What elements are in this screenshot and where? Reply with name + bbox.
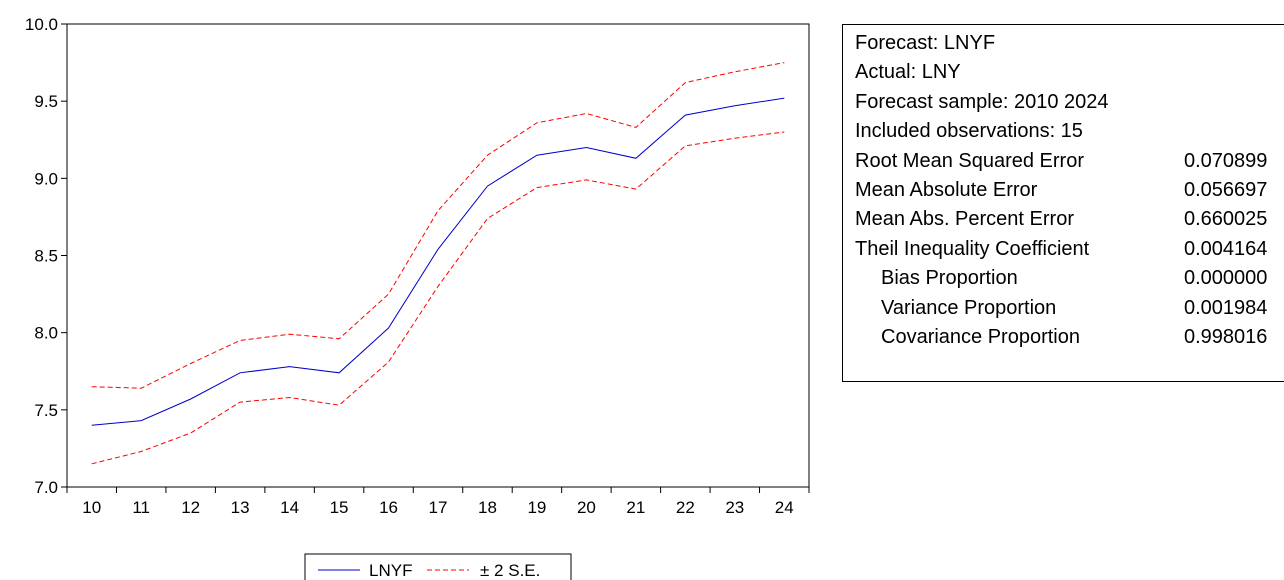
- y-tick-label: 9.0: [34, 169, 58, 188]
- legend-label-lnyf: LNYF: [369, 561, 412, 580]
- legend-label-se: ± 2 S.E.: [480, 561, 540, 580]
- stat-label: Included observations: 15: [855, 120, 1083, 143]
- plot-frame: [66, 23, 810, 488]
- stat-label: Theil Inequality Coefficient: [855, 237, 1090, 260]
- stat-value: 0.056697: [1184, 178, 1268, 201]
- y-tick-label: 9.5: [34, 92, 58, 111]
- legend: LNYF ± 2 S.E.: [304, 553, 572, 580]
- y-tick-label: 8.0: [34, 324, 58, 343]
- x-tick-label: 15: [330, 498, 349, 517]
- forecast-statistics-box: Forecast: LNYF Actual: LNY Forecast sample…: [842, 24, 1284, 382]
- x-tick-label: 11: [132, 498, 150, 517]
- y-tick-label: 7.5: [34, 401, 58, 420]
- x-tick-label: 20: [577, 498, 596, 517]
- x-tick-label: 19: [527, 498, 546, 517]
- x-tick-label: 21: [626, 498, 645, 517]
- x-tick-label: 13: [231, 498, 250, 517]
- x-tick-label: 22: [676, 498, 695, 517]
- series-layer: [91, 62, 785, 465]
- stat-label: Covariance Proportion: [881, 325, 1080, 348]
- stat-row: Forecast: LNYF: [855, 29, 1284, 58]
- x-tick-label: 18: [478, 498, 497, 517]
- series-line-lnyf: [91, 97, 785, 426]
- stat-label: Mean Absolute Error: [855, 178, 1038, 201]
- x-tick-label: 24: [775, 498, 794, 517]
- stat-value: 0.001984: [1184, 296, 1268, 319]
- x-tick-label: 23: [725, 498, 744, 517]
- x-tick-label: 17: [429, 498, 448, 517]
- stat-row: Variance Proportion 0.001984: [855, 294, 1284, 323]
- forecast-chart: 7.07.58.08.59.09.510.0 10 11 12 13 14 15 16 17 1…: [25, 15, 810, 580]
- stat-label: Bias Proportion: [881, 267, 1018, 290]
- stat-label: Mean Abs. Percent Error: [855, 208, 1074, 231]
- stat-value: 0.998016: [1184, 325, 1268, 348]
- stat-label: Actual: LNY: [855, 61, 961, 84]
- series-line-se-upper: [91, 62, 785, 389]
- y-axis: 7.0 7.5 8.0 8.5 9.0 9.5 10.0: [25, 15, 67, 497]
- x-tick-label: 16: [379, 498, 398, 517]
- stat-value: 0.000000: [1184, 267, 1268, 290]
- y-tick-label: 7.0: [34, 478, 58, 497]
- stat-row: Forecast sample: 2010 2024: [855, 88, 1284, 117]
- stat-label: Variance Proportion: [881, 296, 1057, 319]
- x-tick-label: 14: [280, 498, 299, 517]
- stat-row: Root Mean Squared Error 0.070899: [855, 147, 1284, 176]
- stat-label: Root Mean Squared Error: [855, 149, 1085, 172]
- stat-row: Actual: LNY: [855, 58, 1284, 87]
- stat-row: Theil Inequality Coefficient 0.004164: [855, 235, 1284, 264]
- stat-row: Bias Proportion 0.000000: [855, 264, 1284, 293]
- stat-row: Covariance Proportion 0.998016: [855, 323, 1284, 352]
- series-line-se-lower: [91, 131, 785, 465]
- x-tick-label: 10: [82, 498, 101, 517]
- stat-row: Mean Absolute Error 0.056697: [855, 176, 1284, 205]
- stat-value: 0.660025: [1184, 208, 1268, 231]
- y-tick-label: 10.0: [25, 15, 58, 34]
- x-axis: 10 11 12 13 14 15 16 17 18 19 20 21 22 23 24: [66, 487, 810, 517]
- stat-value: 0.004164: [1184, 237, 1268, 260]
- stat-label: Forecast: LNYF: [855, 32, 996, 54]
- stat-row: Included observations: 15: [855, 117, 1284, 146]
- y-tick-label: 8.5: [34, 247, 58, 266]
- stat-value: 0.070899: [1184, 149, 1268, 172]
- stat-row: Mean Abs. Percent Error 0.660025: [855, 205, 1284, 234]
- x-tick-label: 12: [181, 498, 200, 517]
- legend-box: [304, 553, 572, 580]
- stat-label: Forecast sample: 2010 2024: [855, 90, 1109, 113]
